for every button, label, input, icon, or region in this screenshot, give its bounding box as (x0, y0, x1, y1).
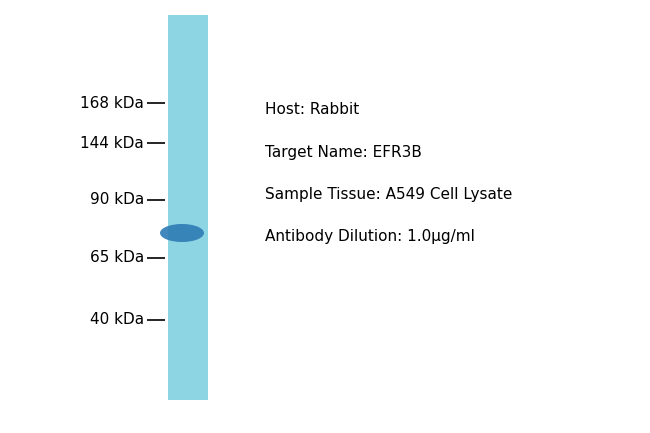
Text: Host: Rabbit: Host: Rabbit (265, 103, 359, 117)
Text: 40 kDa: 40 kDa (90, 313, 144, 327)
Text: Sample Tissue: A549 Cell Lysate: Sample Tissue: A549 Cell Lysate (265, 187, 512, 201)
Text: 65 kDa: 65 kDa (90, 251, 144, 265)
Text: Target Name: EFR3B: Target Name: EFR3B (265, 145, 422, 159)
Text: 168 kDa: 168 kDa (80, 96, 144, 110)
Text: 144 kDa: 144 kDa (80, 136, 144, 151)
Text: 90 kDa: 90 kDa (90, 193, 144, 207)
Text: Antibody Dilution: 1.0µg/ml: Antibody Dilution: 1.0µg/ml (265, 229, 475, 243)
Ellipse shape (160, 224, 204, 242)
Bar (168, 15, 208, 400)
